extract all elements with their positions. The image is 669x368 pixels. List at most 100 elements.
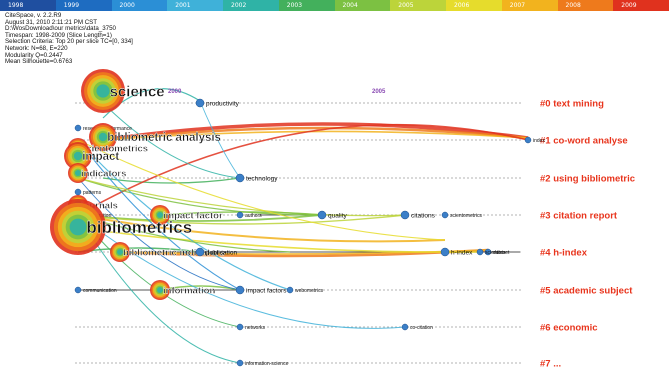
- citation-link: [102, 122, 529, 142]
- node-webometrics[interactable]: webometrics: [286, 286, 324, 294]
- node-scientometrics2[interactable]: scientometrics: [441, 211, 482, 219]
- node-dataset[interactable]: dataset: [484, 248, 510, 256]
- node-bibliometric-analysis[interactable]: bibliometric analysis: [89, 123, 221, 151]
- node-dot: [401, 323, 409, 331]
- timeline-year-label: 2000: [168, 89, 182, 95]
- node-cocitation[interactable]: co-citation: [401, 323, 433, 331]
- citation-link: [77, 177, 241, 291]
- node-label: information-science: [245, 361, 289, 367]
- year-segment-label: 2006: [454, 2, 470, 9]
- info-line: Modularity Q=0.2447: [5, 51, 63, 59]
- node-index[interactable]: index: [524, 136, 545, 144]
- info-panel: CiteSpace, v. 2.2.R9 August 31, 2010 2:1…: [5, 12, 225, 66]
- citation-link: [77, 123, 529, 216]
- node-label: citations: [411, 212, 436, 219]
- citation-link: [77, 214, 406, 225]
- node-technology[interactable]: technology: [235, 173, 278, 182]
- year-segment-2006: 2006: [446, 0, 502, 11]
- node-ring: [157, 212, 163, 218]
- node-dot: [236, 211, 244, 219]
- node-label: webometrics: [295, 288, 324, 294]
- node-ring: [69, 218, 87, 236]
- node-dot: [286, 286, 294, 294]
- timeline-year-label: 2005: [372, 89, 386, 95]
- cluster-label[interactable]: #0 text mining: [540, 99, 604, 110]
- node-label: indicators: [81, 168, 126, 179]
- node-bibliometric-indicators[interactable]: bibliometric indicators: [110, 242, 225, 262]
- node-impact-factors[interactable]: impact factors: [235, 285, 287, 294]
- node-dot: [195, 247, 205, 257]
- citation-link: [77, 227, 481, 253]
- node-authors[interactable]: authors: [236, 211, 262, 219]
- year-segment-2000: 2000: [111, 0, 168, 11]
- node-label: bibliometric indicators: [123, 247, 225, 258]
- citation-link: [77, 214, 241, 364]
- node-patterns[interactable]: patterns: [74, 188, 102, 196]
- year-segment-1999: 1999: [55, 0, 112, 11]
- node-information[interactable]: information: [150, 280, 216, 300]
- node-dot: [476, 248, 484, 256]
- node-impact[interactable]: impact: [64, 142, 120, 170]
- year-segment-label: 2007: [509, 2, 526, 9]
- node-dot: [441, 211, 449, 219]
- node-impact-factor[interactable]: impact factor: [150, 205, 223, 225]
- node-networks[interactable]: networks: [236, 323, 266, 331]
- node-label: scientometrics: [450, 213, 482, 219]
- cluster-label[interactable]: #3 citation report: [540, 211, 618, 222]
- year-segment-label: 2004: [342, 2, 358, 9]
- node-label: journals: [80, 200, 118, 211]
- citation-link: [77, 177, 323, 216]
- cluster-label[interactable]: #6 economic: [540, 323, 598, 334]
- node-label: bibliometrics: [86, 218, 192, 237]
- node-dot: [524, 136, 532, 144]
- year-segment-2005: 2005: [390, 0, 446, 11]
- cluster-label[interactable]: #4 h-index: [540, 248, 588, 259]
- node-label: networks: [245, 325, 266, 331]
- year-segment-label: 2001: [175, 2, 191, 9]
- node-dot: [484, 248, 492, 256]
- node-bibliometrics[interactable]: bibliometrics: [50, 199, 192, 255]
- node-label: publication: [206, 249, 237, 256]
- year-segment-label: 2009: [621, 2, 637, 9]
- node-science[interactable]: science: [81, 69, 165, 113]
- info-line: Timespan: 1998-2009 (Slice Length=1): [5, 31, 112, 39]
- year-segment-2004: 2004: [334, 0, 391, 11]
- citation-link: [77, 139, 241, 291]
- node-label: science: [110, 83, 165, 100]
- cluster-label[interactable]: #1 co-word analyse: [540, 136, 628, 147]
- node-scientists[interactable]: scientists: [476, 248, 506, 256]
- node-indicators[interactable]: indicators: [68, 163, 127, 183]
- info-line: Mean Silhouette=0.6763: [5, 58, 73, 66]
- node-ring: [75, 170, 81, 176]
- node-label: scientometrics: [81, 143, 148, 154]
- node-productivity[interactable]: productivity: [195, 98, 240, 107]
- year-segment-2009: 2009: [613, 0, 669, 11]
- year-segment-2008: 2008: [557, 0, 614, 11]
- info-line: CiteSpace, v. 2.2.R9: [5, 12, 62, 19]
- node-label: patterns: [83, 190, 102, 196]
- node-label: index: [533, 138, 545, 144]
- year-segment-2002: 2002: [223, 0, 279, 11]
- node-label: quality: [328, 212, 348, 219]
- year-segment-label: 1999: [63, 2, 80, 9]
- node-quality[interactable]: quality: [317, 210, 348, 220]
- cluster-label[interactable]: #7 ...: [540, 359, 561, 368]
- node-publication[interactable]: publication: [195, 247, 237, 257]
- cluster-label[interactable]: #2 using bibliometric: [540, 174, 635, 185]
- node-h-index[interactable]: h-index: [440, 247, 473, 257]
- node-label: authors: [245, 213, 262, 219]
- citation-link: [102, 102, 241, 179]
- node-dot: [440, 247, 450, 257]
- citation-link: [77, 214, 446, 243]
- node-dot: [74, 124, 82, 132]
- node-dot: [317, 210, 327, 220]
- links-layer: [77, 88, 529, 364]
- node-communication[interactable]: communication: [74, 286, 117, 294]
- node-dot: [74, 188, 82, 196]
- node-label: technology: [246, 175, 278, 182]
- node-ring: [73, 151, 83, 161]
- cluster-label[interactable]: #5 academic subject: [540, 286, 633, 297]
- node-citations[interactable]: citations: [400, 210, 436, 219]
- node-information-science[interactable]: information-science: [236, 359, 289, 367]
